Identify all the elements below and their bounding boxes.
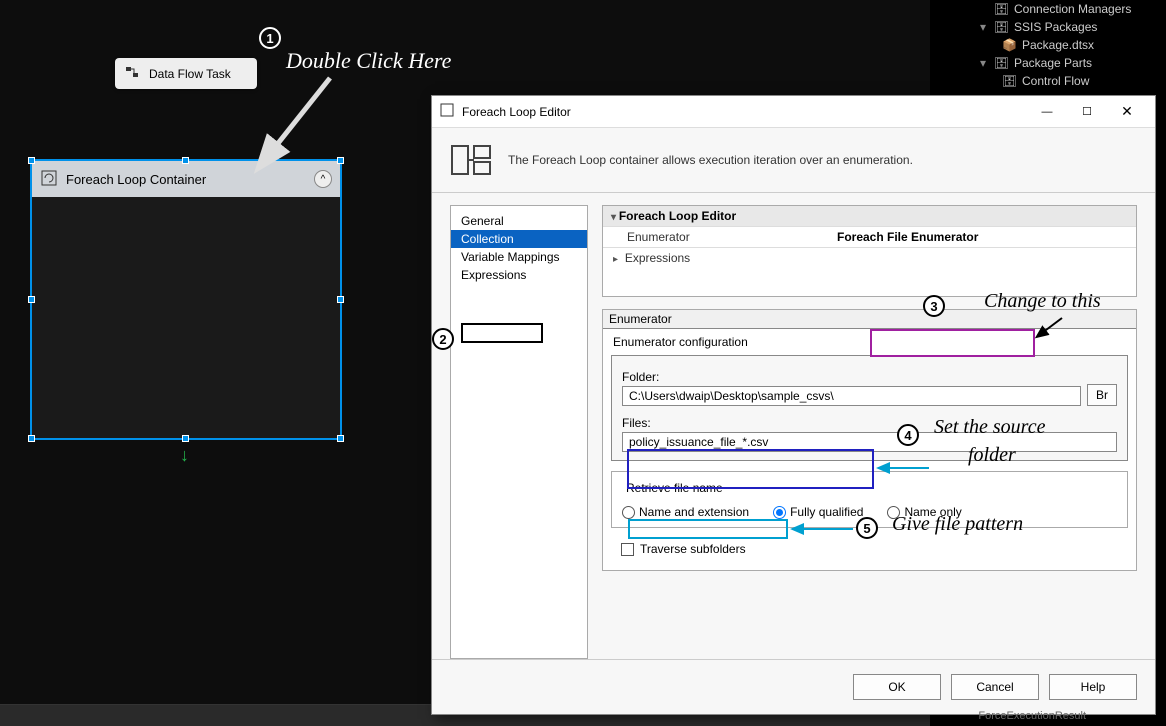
- foreach-loop-container[interactable]: Foreach Loop Container ^ ↓: [30, 159, 342, 440]
- nav-item-general[interactable]: General: [451, 212, 587, 230]
- annotation-number-1: 1: [259, 27, 281, 49]
- prop-label: Enumerator: [603, 227, 829, 247]
- nav-item-collection[interactable]: Collection: [451, 230, 587, 248]
- resize-handle[interactable]: [337, 157, 344, 164]
- annotation-number-4: 4: [897, 424, 919, 446]
- cancel-button[interactable]: Cancel: [951, 674, 1039, 700]
- help-button[interactable]: Help: [1049, 674, 1137, 700]
- resize-handle[interactable]: [28, 296, 35, 303]
- radio-label: Fully qualified: [790, 505, 863, 519]
- tree-item-control-flow[interactable]: 🗄Control Flow: [930, 72, 1166, 90]
- nav-panel: General Collection Variable Mappings Exp…: [450, 205, 588, 659]
- dialog-icon: [440, 103, 456, 120]
- foreach-loop-editor-dialog: Foreach Loop Editor — ☐ ✕ The Foreach Lo…: [431, 95, 1156, 715]
- tree-label: Package.dtsx: [1022, 38, 1094, 52]
- status-text: ForceExecutionResult: [978, 710, 1086, 722]
- prop-value-expressions[interactable]: [829, 248, 1136, 268]
- nav-item-variable-mappings[interactable]: Variable Mappings: [451, 248, 587, 266]
- property-grid: Foreach Loop Editor Enumerator Foreach F…: [602, 205, 1137, 297]
- collapse-icon[interactable]: ^: [314, 170, 332, 188]
- banner: The Foreach Loop container allows execut…: [432, 128, 1155, 193]
- task-label: Data Flow Task: [149, 67, 231, 81]
- browse-button[interactable]: Br: [1087, 384, 1117, 406]
- tree-item-package-dtsx[interactable]: 📦Package.dtsx: [930, 36, 1166, 54]
- tree-label: SSIS Packages: [1014, 20, 1097, 34]
- propgrid-section[interactable]: Foreach Loop Editor: [603, 206, 1136, 226]
- titlebar[interactable]: Foreach Loop Editor — ☐ ✕: [432, 96, 1155, 128]
- resize-handle[interactable]: [182, 157, 189, 164]
- minimize-button[interactable]: —: [1027, 96, 1067, 128]
- annotation-number-5: 5: [856, 517, 878, 539]
- nav-item-expressions[interactable]: Expressions: [451, 266, 587, 284]
- ok-button[interactable]: OK: [853, 674, 941, 700]
- annotation-text-4b: folder: [968, 444, 1016, 467]
- annotation-number-3: 3: [923, 295, 945, 317]
- folder-input[interactable]: [622, 386, 1081, 406]
- prop-row-enumerator[interactable]: Enumerator Foreach File Enumerator: [603, 226, 1136, 247]
- prop-value-enumerator[interactable]: Foreach File Enumerator: [829, 227, 1136, 247]
- annotation-text-3: Change to this: [984, 290, 1101, 313]
- radio-name-and-extension[interactable]: Name and extension: [622, 505, 749, 519]
- enum-config-title: Enumerator configuration: [603, 329, 1136, 351]
- loop-large-icon: [450, 142, 494, 178]
- tree-label: Control Flow: [1022, 74, 1089, 88]
- annotation-number-2: 2: [432, 328, 454, 350]
- loop-icon: [40, 169, 60, 190]
- resize-handle[interactable]: [337, 296, 344, 303]
- close-button[interactable]: ✕: [1107, 96, 1147, 128]
- radio-icon: [622, 506, 635, 519]
- dialog-title: Foreach Loop Editor: [462, 105, 1027, 119]
- checkbox-traverse-subfolders[interactable]: Traverse subfolders: [621, 542, 1118, 556]
- data-flow-task-node[interactable]: Data Flow Task: [115, 58, 257, 89]
- prop-row-expressions[interactable]: Expressions: [603, 247, 1136, 268]
- radio-icon: [773, 506, 786, 519]
- prop-label: Expressions: [603, 248, 829, 268]
- flow-arrow-icon[interactable]: ↓: [180, 445, 189, 466]
- radio-label: Name and extension: [639, 505, 749, 519]
- tree-label: Connection Managers: [1014, 2, 1131, 16]
- resize-handle[interactable]: [28, 157, 35, 164]
- tree-item-package-parts[interactable]: ▾🗄Package Parts: [930, 54, 1166, 72]
- tree-item-ssis-packages[interactable]: ▾🗄SSIS Packages: [930, 18, 1166, 36]
- checkbox-label: Traverse subfolders: [640, 542, 746, 556]
- maximize-button[interactable]: ☐: [1067, 96, 1107, 128]
- resize-handle[interactable]: [337, 435, 344, 442]
- annotation-text-1: Double Click Here: [286, 48, 451, 74]
- resize-handle[interactable]: [28, 435, 35, 442]
- tree-label: Package Parts: [1014, 56, 1092, 70]
- banner-text: The Foreach Loop container allows execut…: [508, 153, 913, 167]
- folder-label: Folder:: [622, 370, 1081, 384]
- data-flow-icon: [123, 63, 143, 84]
- annotation-text-4a: Set the source: [934, 416, 1045, 439]
- loop-label: Foreach Loop Container: [66, 172, 206, 187]
- radio-fully-qualified[interactable]: Fully qualified: [773, 505, 863, 519]
- dialog-footer: OK Cancel Help: [432, 659, 1155, 714]
- checkbox-icon: [621, 543, 634, 556]
- annotation-text-5: Give file pattern: [892, 513, 1023, 536]
- resize-handle[interactable]: [182, 435, 189, 442]
- tree-item-connection-managers[interactable]: 🗄Connection Managers: [930, 0, 1166, 18]
- retrieve-legend: Retrieve file name: [622, 481, 727, 495]
- loop-header[interactable]: Foreach Loop Container ^: [32, 161, 340, 197]
